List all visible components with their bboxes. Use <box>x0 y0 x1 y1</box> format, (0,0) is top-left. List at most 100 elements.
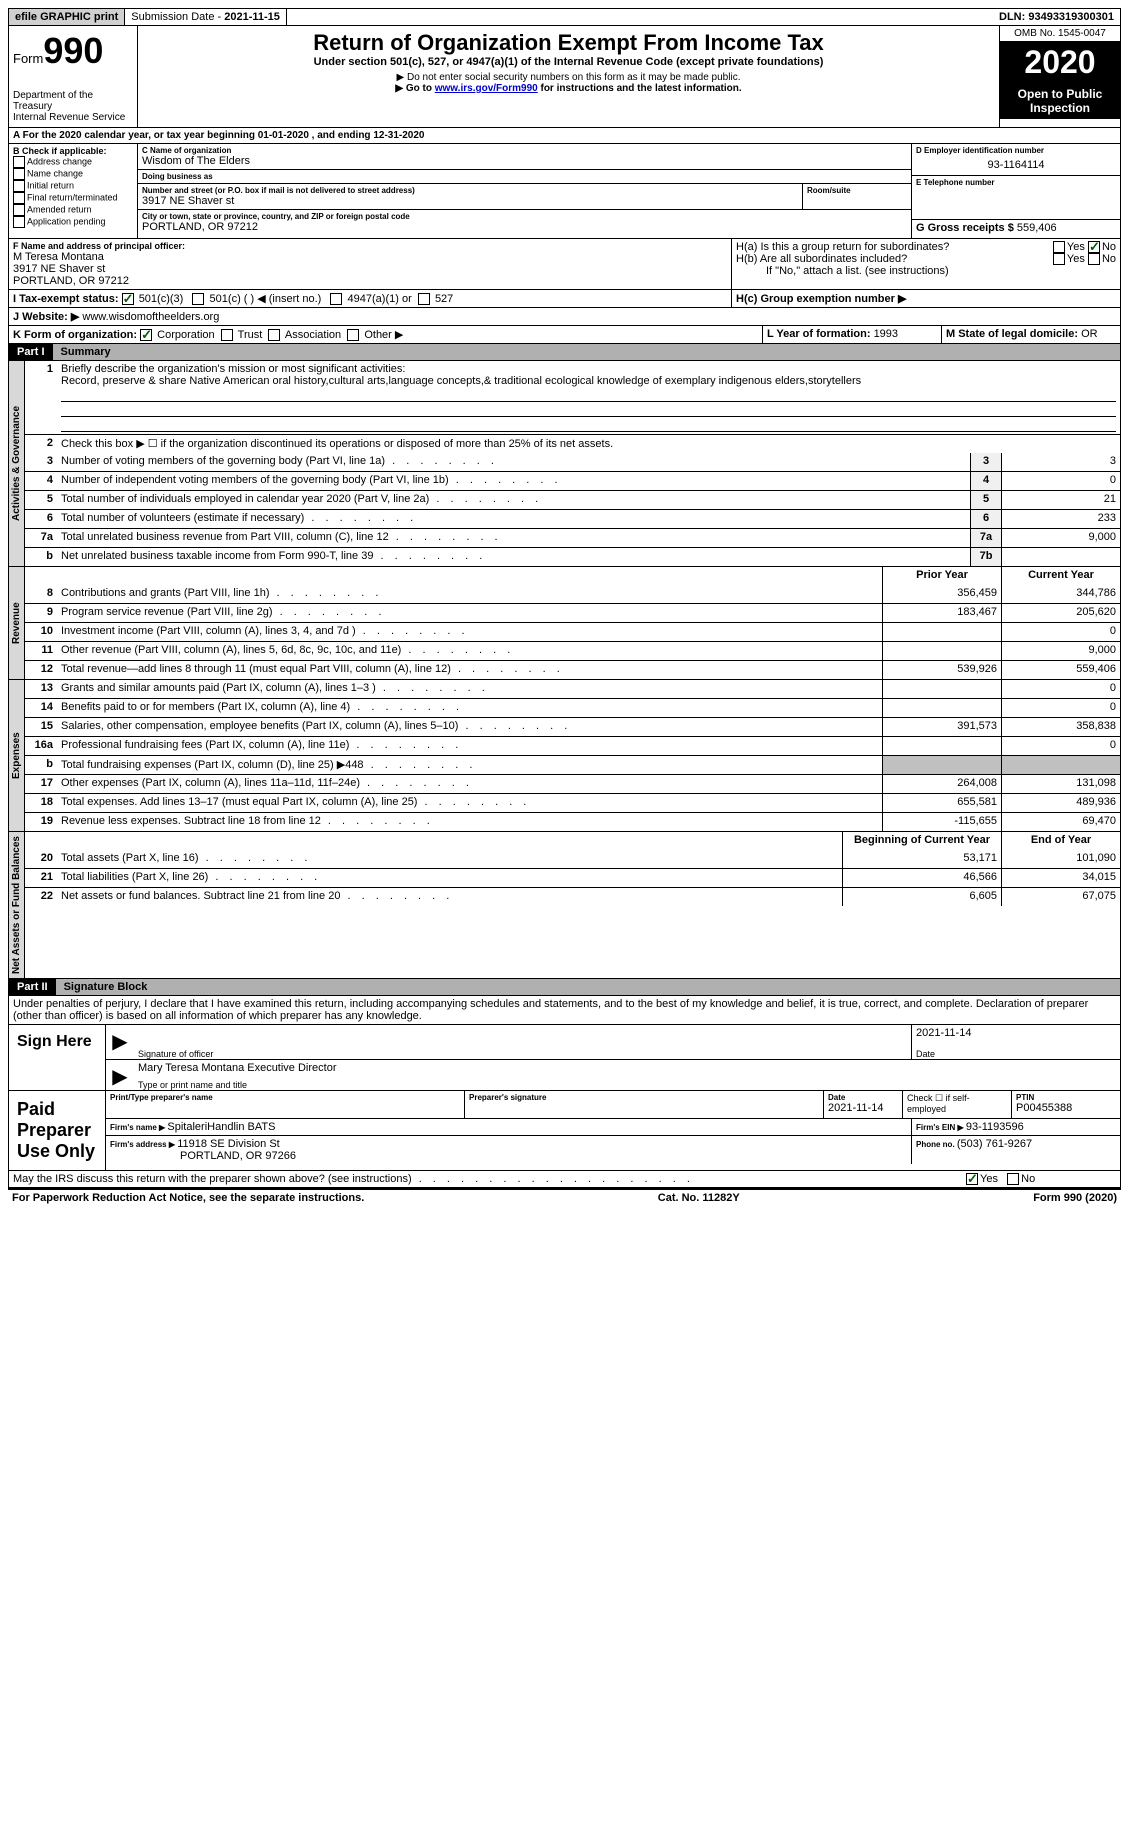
footer-paperwork: For Paperwork Reduction Act Notice, see … <box>12 1192 364 1204</box>
org-name: Wisdom of The Elders <box>142 155 907 167</box>
line-7b: b Net unrelated business taxable income … <box>25 547 1120 566</box>
discuss-text: May the IRS discuss this return with the… <box>13 1173 694 1185</box>
org-form-row: K Form of organization: Corporation Trus… <box>8 326 1121 344</box>
form-header: Form990 Department of the Treasury Inter… <box>8 26 1121 128</box>
penalty-statement: Under penalties of perjury, I declare th… <box>8 996 1121 1025</box>
form-subtitle: Under section 501(c), 527, or 4947(a)(1)… <box>142 56 995 68</box>
arrow-icon: ▶ <box>106 1025 134 1059</box>
check-trust[interactable] <box>221 329 233 341</box>
street-value: 3917 NE Shaver st <box>142 195 798 207</box>
paid-preparer-label: Paid Preparer Use Only <box>9 1091 106 1170</box>
hb-label: H(b) Are all subordinates included? <box>736 253 907 265</box>
sig-date: 2021-11-14 <box>916 1027 1116 1039</box>
gross-receipts-label: G Gross receipts $ <box>916 222 1017 234</box>
gross-receipts-value: 559,406 <box>1017 222 1057 234</box>
revenue-section: Revenue Prior Year Current Year 8 Contri… <box>8 567 1121 680</box>
part2-title: Signature Block <box>56 979 1120 995</box>
footer-form: Form 990 (2020) <box>1033 1192 1117 1204</box>
prep-sig-label: Preparer's signature <box>469 1093 819 1102</box>
arrow-icon: ▶ <box>106 1060 134 1090</box>
line-8: 8 Contributions and grants (Part VIII, l… <box>25 585 1120 603</box>
part1-header: Part I <box>9 344 53 360</box>
hb-note: If "No," attach a list. (see instruction… <box>736 265 1116 277</box>
line-20: 20 Total assets (Part X, line 16) 53,171… <box>25 850 1120 868</box>
officer-typed-label: Type or print name and title <box>138 1080 247 1090</box>
line-b: b Total fundraising expenses (Part IX, c… <box>25 755 1120 774</box>
expenses-section: Expenses 13 Grants and similar amounts p… <box>8 680 1121 832</box>
line-13: 13 Grants and similar amounts paid (Part… <box>25 680 1120 698</box>
firm-ein: 93-1193596 <box>966 1121 1024 1133</box>
check-501c[interactable] <box>192 293 204 305</box>
firm-city: PORTLAND, OR 97266 <box>110 1150 907 1162</box>
net-assets-section: Net Assets or Fund Balances Beginning of… <box>8 832 1121 979</box>
street-label: Number and street (or P.O. box if mail i… <box>142 186 798 195</box>
q1-label: Briefly describe the organization's miss… <box>61 363 1116 375</box>
dept-irs: Internal Revenue Service <box>13 112 133 123</box>
website-label: J Website: ▶ <box>13 311 82 323</box>
website-value: www.wisdomoftheelders.org <box>82 311 219 323</box>
firm-phone: (503) 761-9267 <box>957 1138 1032 1150</box>
line-16a: 16a Professional fundraising fees (Part … <box>25 736 1120 755</box>
sig-officer-label: Signature of officer <box>138 1049 213 1059</box>
l-value: 1993 <box>874 328 898 340</box>
firm-address: 11918 SE Division St <box>177 1138 280 1150</box>
line-4: 4 Number of independent voting members o… <box>25 471 1120 490</box>
line-7a: 7a Total unrelated business revenue from… <box>25 528 1120 547</box>
discuss-yes[interactable] <box>966 1173 978 1185</box>
sig-date-label: Date <box>916 1049 935 1059</box>
line-15: 15 Salaries, other compensation, employe… <box>25 717 1120 736</box>
check-other[interactable] <box>347 329 359 341</box>
form-note-ssn: ▶ Do not enter social security numbers o… <box>142 72 995 83</box>
part1-title: Summary <box>53 344 1120 360</box>
side-label-expenses: Expenses <box>9 680 25 831</box>
officer-name: M Teresa Montana <box>13 251 727 263</box>
part2-header-row: Part II Signature Block <box>8 979 1121 996</box>
k-label: K Form of organization: <box>13 329 137 341</box>
line-17: 17 Other expenses (Part IX, column (A), … <box>25 774 1120 793</box>
line-19: 19 Revenue less expenses. Subtract line … <box>25 812 1120 831</box>
line-6: 6 Total number of volunteers (estimate i… <box>25 509 1120 528</box>
page-footer: For Paperwork Reduction Act Notice, see … <box>8 1188 1121 1206</box>
check-name-change[interactable]: Name change <box>13 168 133 180</box>
side-label-net-assets: Net Assets or Fund Balances <box>9 832 25 978</box>
end-year-header: End of Year <box>1001 832 1120 850</box>
line-3: 3 Number of voting members of the govern… <box>25 453 1120 471</box>
paid-preparer-block: Paid Preparer Use Only Print/Type prepar… <box>8 1091 1121 1171</box>
sign-here-block: Sign Here ▶ Signature of officer 2021-11… <box>8 1025 1121 1091</box>
section-a-tax-year: A For the 2020 calendar year, or tax yea… <box>8 128 1121 144</box>
line-12: 12 Total revenue—add lines 8 through 11 … <box>25 660 1120 679</box>
check-527[interactable] <box>418 293 430 305</box>
line-22: 22 Net assets or fund balances. Subtract… <box>25 887 1120 906</box>
discuss-no[interactable] <box>1007 1173 1019 1185</box>
identity-block: B Check if applicable: Address change Na… <box>8 144 1121 239</box>
ein-label: D Employer identification number <box>916 146 1116 155</box>
efile-print-button[interactable]: efile GRAPHIC print <box>9 9 125 25</box>
irs-link[interactable]: www.irs.gov/Form990 <box>435 83 538 94</box>
check-app-pending[interactable]: Application pending <box>13 216 133 228</box>
check-final-return[interactable]: Final return/terminated <box>13 192 133 204</box>
line-10: 10 Investment income (Part VIII, column … <box>25 622 1120 641</box>
check-amended-return[interactable]: Amended return <box>13 204 133 216</box>
check-4947[interactable] <box>330 293 342 305</box>
prior-year-header: Prior Year <box>882 567 1001 585</box>
officer-city: PORTLAND, OR 97212 <box>13 275 727 287</box>
check-corporation[interactable] <box>140 329 152 341</box>
room-label: Room/suite <box>807 186 907 195</box>
check-address-change[interactable]: Address change <box>13 156 133 168</box>
check-association[interactable] <box>268 329 280 341</box>
m-label: M State of legal domicile: <box>946 328 1081 340</box>
prep-self-employed[interactable]: Check ☐ if self-employed <box>903 1091 1012 1118</box>
current-year-header: Current Year <box>1001 567 1120 585</box>
side-label-governance: Activities & Governance <box>9 361 25 566</box>
check-501c3[interactable] <box>122 293 134 305</box>
officer-typed-name: Mary Teresa Montana Executive Director <box>138 1062 1116 1074</box>
open-inspection: Open to Public Inspection <box>1000 83 1120 119</box>
tax-status-row: I Tax-exempt status: 501(c)(3) 501(c) ( … <box>8 290 1121 308</box>
officer-label: F Name and address of principal officer: <box>13 241 727 251</box>
prep-date: 2021-11-14 <box>828 1102 898 1114</box>
form-note-link: ▶ Go to www.irs.gov/Form990 for instruct… <box>142 83 995 94</box>
officer-group-row: F Name and address of principal officer:… <box>8 239 1121 290</box>
tax-status-label: I Tax-exempt status: <box>13 293 119 305</box>
check-initial-return[interactable]: Initial return <box>13 180 133 192</box>
section-b-header: B Check if applicable: <box>13 146 133 156</box>
